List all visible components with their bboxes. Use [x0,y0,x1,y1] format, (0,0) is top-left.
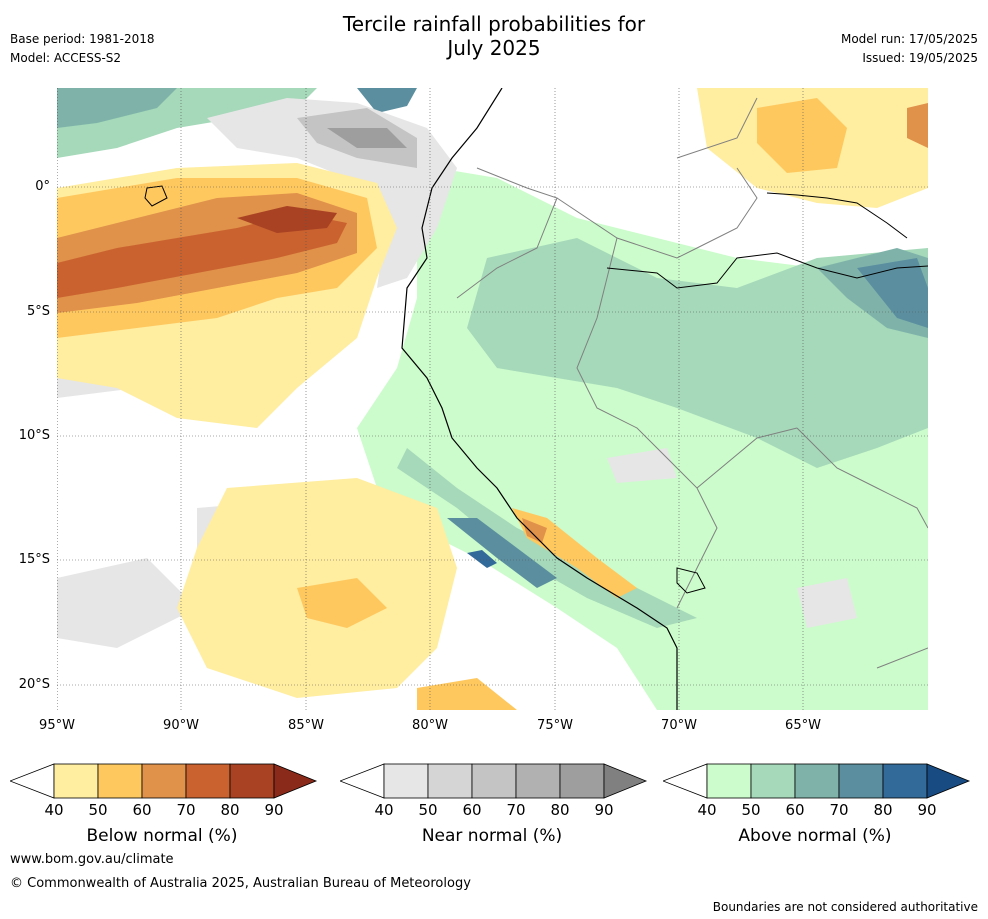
near-normal-extend-high [603,763,648,799]
below-normal-shading [57,88,928,710]
below-normal-swatch-50 [97,763,143,799]
footer-copyright: © Commonwealth of Australia 2025, Austra… [10,876,471,891]
footer-url: www.bom.gov.au/climate [10,852,174,867]
map-title-line2: July 2025 [447,36,541,60]
near-normal-tick-60: 60 [462,801,482,819]
above-normal-tick-50: 50 [741,801,761,819]
lake-titicaca [676,567,706,594]
above-normal-swatch-70 [838,763,884,799]
below-normal-label: Below normal (%) [86,826,238,846]
below-normal-extend-low [10,763,55,799]
below-normal-swatch-80 [229,763,275,799]
lat-tick-0: 0° [35,179,50,194]
near-normal-tick-70: 70 [506,801,526,819]
near-normal-tick-40: 40 [374,801,394,819]
near-normal-swatch-50 [427,763,473,799]
below-normal-swatch-60 [141,763,187,799]
near-normal-colorbar [340,763,648,799]
lon-tick-75w: 75°W [537,718,573,733]
near-normal-swatch-60 [471,763,517,799]
below-normal-colorbar [10,763,318,799]
above-normal-tick-60: 60 [785,801,805,819]
graticule [57,88,928,710]
below-normal-swatch-70 [185,763,231,799]
lon-tick-95w: 95°W [39,718,75,733]
base-period-label: Base period: 1981-2018 [10,32,155,46]
above-normal-extend-high [926,763,971,799]
above-normal-ticks: 40 50 60 70 80 90 [663,801,973,821]
near-normal-extend-low [340,763,385,799]
above-normal-extend-low [663,763,708,799]
lat-tick-5s: 5°S [26,304,50,319]
above-normal-tick-40: 40 [697,801,717,819]
lat-tick-20s: 20°S [18,677,50,692]
map-title-line1: Tercile rainfall probabilities for [342,12,646,36]
above-normal-swatch-80 [882,763,928,799]
above-normal-swatch-40 [706,763,752,799]
above-normal-colorbar [663,763,971,799]
near-normal-tick-50: 50 [418,801,438,819]
galapagos-islands [144,185,168,207]
above-normal-tick-80: 80 [873,801,893,819]
lon-tick-80w: 80°W [412,718,448,733]
above-normal-swatch-50 [750,763,796,799]
lat-tick-10s: 10°S [18,428,50,443]
river-amazon [606,252,928,289]
probability-map [57,88,928,710]
river-amazon-upper [766,192,908,239]
coastline [401,88,678,710]
map-canvas [57,88,928,710]
issued-label: Issued: 19/05/2025 [862,51,978,65]
below-normal-swatch-40 [53,763,99,799]
below-normal-tick-70: 70 [176,801,196,819]
footer-disclaimer: Boundaries are not considered authoritat… [712,900,978,914]
above-normal-label: Above normal (%) [738,826,892,846]
above-normal-swatch-60 [794,763,840,799]
below-normal-tick-60: 60 [132,801,152,819]
model-run-label: Model run: 17/05/2025 [840,32,978,46]
lat-tick-15s: 15°S [18,552,50,567]
model-label: Model: ACCESS-S2 [10,51,122,65]
lon-tick-70w: 70°W [661,718,697,733]
below-normal-tick-40: 40 [44,801,64,819]
above-normal-tick-90: 90 [917,801,937,819]
near-normal-swatch-80 [559,763,605,799]
below-normal-tick-90: 90 [264,801,284,819]
below-normal-ticks: 40 50 60 70 80 90 [10,801,320,821]
map-title: Tercile rainfall probabilities for July … [0,12,988,60]
near-normal-swatch-40 [383,763,429,799]
near-normal-tick-90: 90 [594,801,614,819]
above-normal-shading [57,88,928,710]
below-normal-tick-50: 50 [88,801,108,819]
country-boundaries [456,97,928,669]
below-normal-tick-80: 80 [220,801,240,819]
near-normal-tick-80: 80 [550,801,570,819]
lon-tick-85w: 85°W [288,718,324,733]
above-normal-tick-70: 70 [829,801,849,819]
lon-tick-65w: 65°W [785,718,821,733]
near-normal-ticks: 40 50 60 70 80 90 [340,801,650,821]
below-normal-extend-high [273,763,318,799]
near-normal-swatch-70 [515,763,561,799]
near-normal-label: Near normal (%) [421,826,563,846]
lon-tick-90w: 90°W [163,718,199,733]
